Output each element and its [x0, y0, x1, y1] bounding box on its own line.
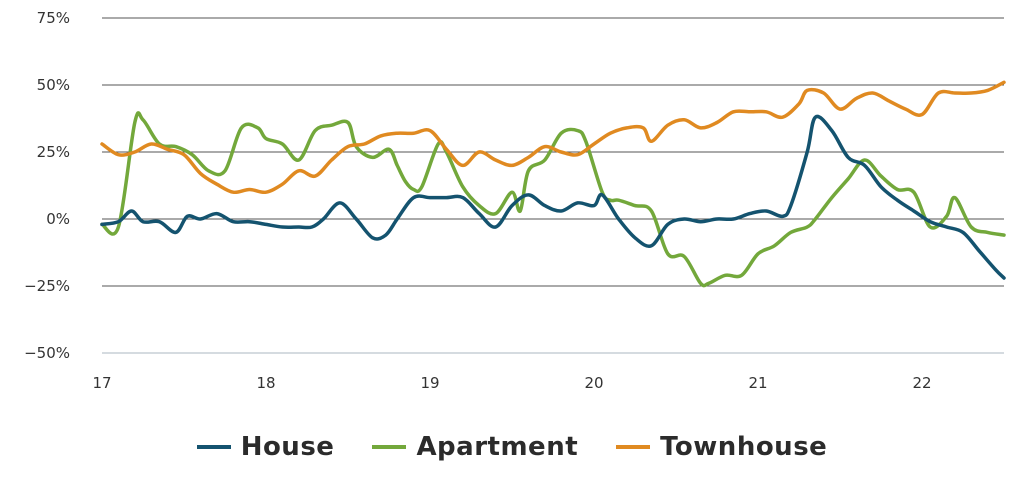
x-axis-tick-labels: 17 18 19 20 21 22: [92, 374, 931, 392]
y-tick-label: 75%: [37, 9, 70, 27]
y-tick-label: 25%: [37, 143, 70, 161]
series-lines: [100, 80, 1006, 288]
legend-label-house: House: [240, 432, 335, 462]
x-tick-label: 21: [748, 374, 767, 392]
legend-swatch-townhouse: [616, 445, 651, 449]
legend-label-apartment: Apartment: [416, 432, 579, 462]
series-line-house: [100, 114, 1006, 280]
legend-swatch-apartment: [372, 445, 407, 449]
legend-item-apartment[interactable]: Apartment: [372, 432, 578, 462]
y-tick-label: 50%: [37, 76, 70, 94]
y-tick-label: 0%: [46, 210, 70, 228]
x-tick-label: 20: [584, 374, 603, 392]
legend-item-townhouse[interactable]: Townhouse: [616, 432, 827, 462]
legend-swatch-house: [196, 445, 231, 449]
legend-item-house[interactable]: House: [196, 432, 335, 462]
y-tick-label: −25%: [24, 277, 70, 295]
x-tick-label: 17: [92, 374, 111, 392]
series-line-apartment: [100, 111, 1006, 288]
x-tick-label: 19: [420, 374, 439, 392]
x-tick-label: 18: [256, 374, 275, 392]
y-tick-label: −50%: [24, 344, 70, 362]
x-tick-label: 22: [912, 374, 931, 392]
legend-label-townhouse: Townhouse: [660, 432, 828, 462]
line-chart: 75% 50% 25% 0% −25% −50% 17 18 19 20 21 22: [24, 9, 1006, 392]
grid-lines: [102, 17, 1004, 354]
y-axis-tick-labels: 75% 50% 25% 0% −25% −50%: [24, 9, 70, 362]
legend: House Apartment Townhouse: [0, 432, 1024, 462]
series-line-townhouse: [100, 80, 1006, 195]
